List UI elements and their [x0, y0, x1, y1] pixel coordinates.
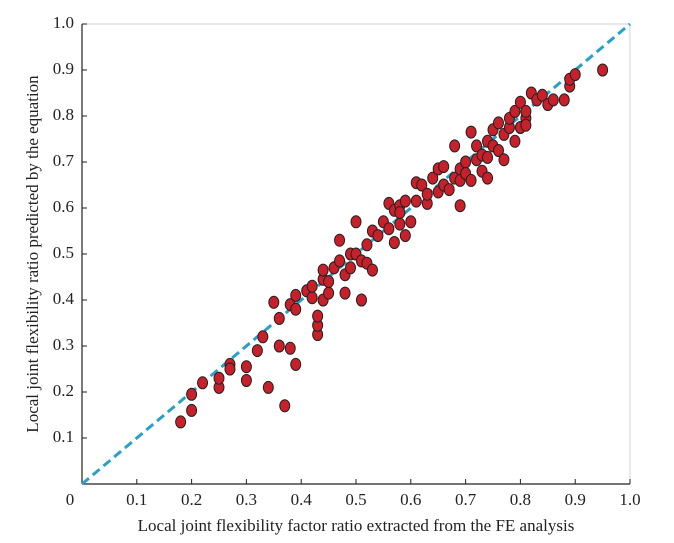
data-point [334, 254, 346, 268]
data-point [394, 206, 406, 220]
data-point [597, 63, 609, 77]
data-point [399, 229, 411, 243]
data-point [339, 286, 351, 300]
y-tick-label: 0.8 [53, 105, 74, 124]
data-point [443, 183, 455, 197]
data-point [355, 293, 367, 307]
data-point [317, 263, 329, 277]
data-point [257, 330, 269, 344]
data-point [290, 288, 302, 302]
data-point [262, 380, 274, 394]
y-axis-label: Local joint flexibility ratio predicted … [23, 75, 42, 433]
data-point [290, 357, 302, 371]
data-point [547, 93, 559, 107]
y-tick-label: 0.9 [53, 59, 74, 78]
x-axis-label: Local joint flexibility factor ratio ext… [138, 516, 575, 535]
x-tick-label: 0.2 [181, 490, 202, 509]
data-point [323, 275, 335, 289]
data-point [460, 155, 472, 169]
data-point [416, 178, 428, 192]
data-point [268, 295, 280, 309]
data-point [306, 291, 318, 305]
data-point [197, 376, 209, 390]
y-tick-label: 0.7 [53, 151, 75, 170]
data-point [186, 387, 198, 401]
data-point [520, 118, 532, 132]
data-point [421, 187, 433, 201]
data-point [273, 311, 285, 325]
y-tick-label: 0.3 [53, 335, 74, 354]
data-point [492, 116, 504, 130]
y-tick-label: 0.4 [53, 289, 75, 308]
data-point [350, 215, 362, 229]
data-point [399, 194, 411, 208]
y-tick-label: 0.5 [53, 243, 74, 262]
data-point [427, 171, 439, 185]
data-point [482, 171, 494, 185]
data-point [290, 302, 302, 316]
y-tick-label: 0.6 [53, 197, 74, 216]
data-point [569, 68, 581, 82]
data-point [514, 95, 526, 109]
x-tick-label: 0.3 [236, 490, 257, 509]
data-point [213, 371, 225, 385]
data-point [224, 362, 236, 376]
x-tick-label: 0.5 [345, 490, 366, 509]
data-point [509, 104, 521, 118]
data-point [536, 88, 548, 102]
x-tick-label: 0.7 [455, 490, 477, 509]
data-point [240, 360, 252, 374]
data-point [175, 415, 187, 429]
data-point [482, 150, 494, 164]
y-tick-label: 0.2 [53, 381, 74, 400]
y-tick-label: 0.1 [53, 427, 74, 446]
data-point [284, 341, 296, 355]
data-point [465, 125, 477, 139]
data-point [186, 403, 198, 417]
data-point [558, 93, 570, 107]
data-point [520, 104, 532, 118]
x-tick-label: 0.1 [126, 490, 147, 509]
data-point [394, 217, 406, 231]
data-point [509, 134, 521, 148]
y-tick-label: 1.0 [53, 13, 74, 32]
data-point [492, 144, 504, 157]
data-point [454, 199, 466, 213]
data-point [438, 160, 450, 174]
data-point [471, 139, 483, 153]
data-point [345, 261, 357, 275]
data-point [449, 139, 461, 153]
data-point [405, 215, 417, 229]
data-point [306, 279, 318, 293]
data-point [366, 263, 378, 277]
data-point [312, 309, 324, 323]
data-point [361, 238, 373, 252]
x-tick-label: 0.4 [291, 490, 313, 509]
data-point [240, 374, 252, 387]
data-point [410, 194, 422, 208]
x-tick-label: 0 [66, 490, 75, 509]
data-point [498, 153, 510, 167]
data-point [279, 399, 291, 413]
data-point [334, 233, 346, 247]
data-point [465, 173, 477, 187]
data-point [251, 344, 263, 358]
x-tick-label: 1.0 [619, 490, 640, 509]
data-point [383, 222, 395, 236]
x-tick-label: 0.8 [510, 490, 531, 509]
x-tick-label: 0.9 [565, 490, 586, 509]
data-point [323, 286, 335, 300]
data-point [372, 229, 384, 243]
data-point [273, 339, 285, 353]
x-tick-label: 0.6 [400, 490, 421, 509]
data-point [388, 236, 400, 249]
